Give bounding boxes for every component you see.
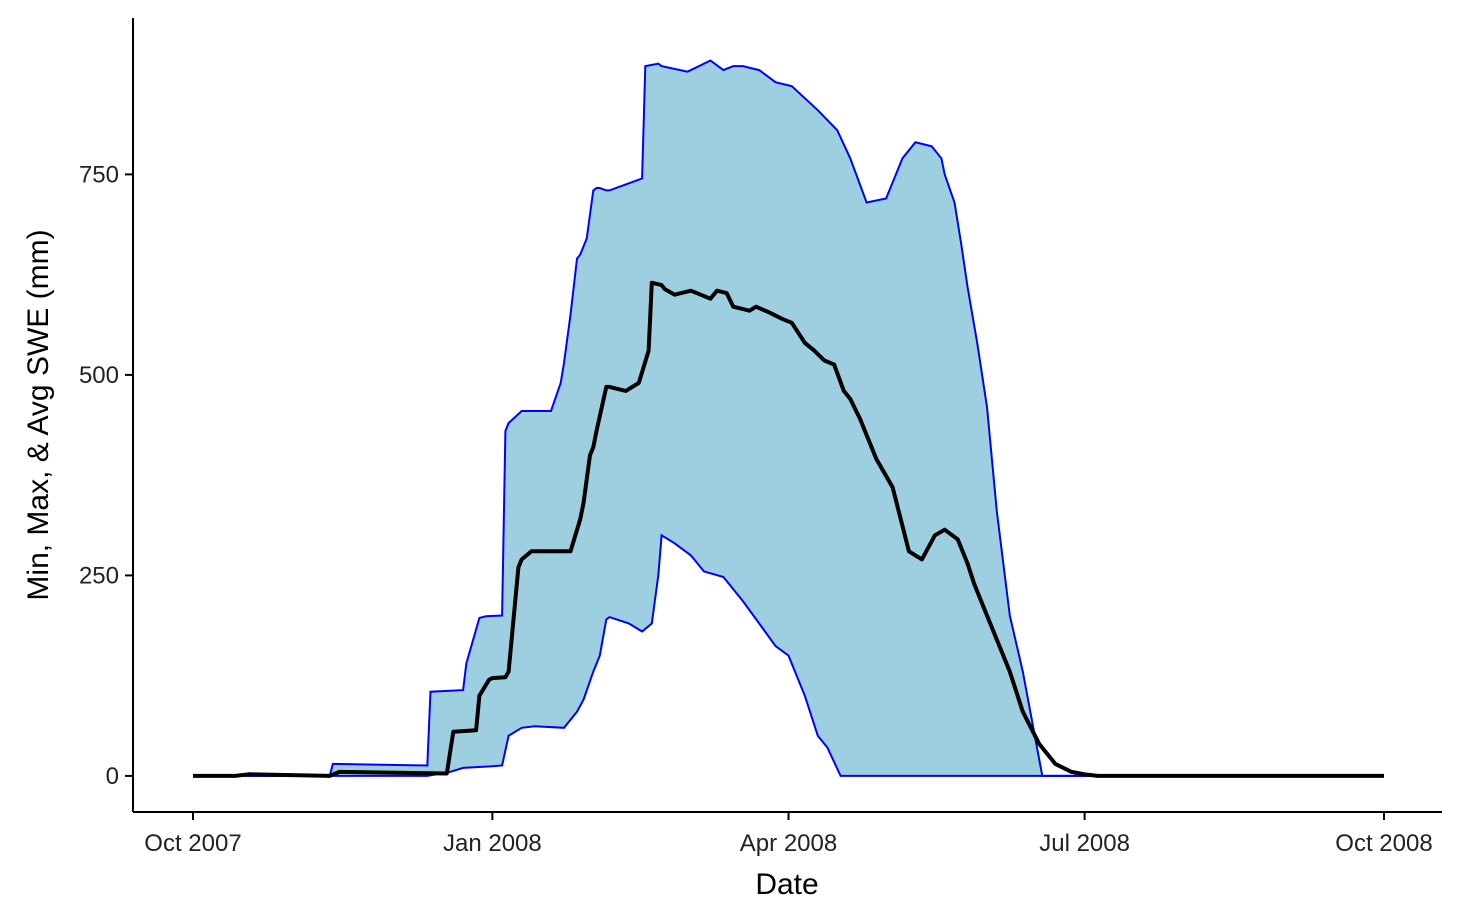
x-tick-label: Oct 2008 <box>1335 830 1432 857</box>
y-axis-title: Min, Max, & Avg SWE (mm) <box>22 229 55 600</box>
min-max-band <box>193 60 1384 776</box>
y-tick-label: 750 <box>79 161 119 188</box>
x-tick-label: Apr 2008 <box>740 830 837 857</box>
x-tick-label: Jul 2008 <box>1039 830 1130 857</box>
x-tick-label: Jan 2008 <box>443 830 542 857</box>
y-axis-ticks: 0 250 500 750 <box>79 161 133 790</box>
avg-series-line <box>193 280 1384 778</box>
x-tick-label: Oct 2007 <box>144 830 241 857</box>
max-series-line <box>193 59 1384 777</box>
y-tick-label: 250 <box>79 562 119 589</box>
x-axis-title: Date <box>755 868 818 901</box>
y-tick-label: 0 <box>106 763 119 790</box>
x-axis-ticks: Oct 2007 Jan 2008 Apr 2008 Jul 2008 Oct 2008 <box>144 812 1433 857</box>
y-tick-label: 500 <box>79 362 119 389</box>
min-series-line <box>193 533 1384 777</box>
